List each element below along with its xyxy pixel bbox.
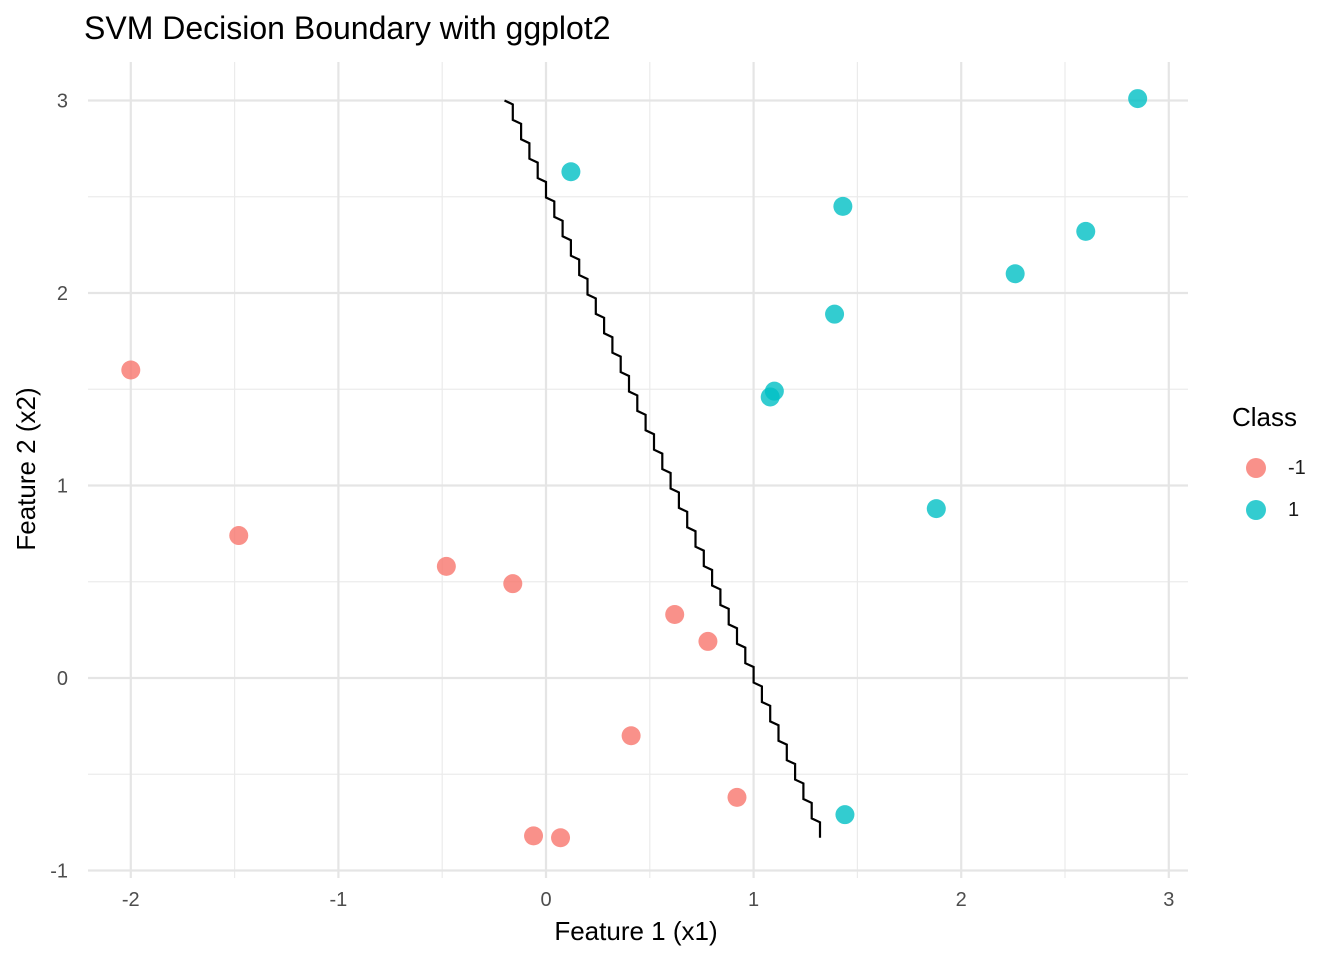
data-points: [121, 89, 1148, 848]
major-gridlines: [88, 62, 1188, 878]
data-point-class-neg: [698, 631, 718, 651]
data-point-class-neg: [727, 787, 747, 807]
x-tick-label: 1: [748, 889, 759, 911]
legend-title: Class: [1232, 402, 1298, 432]
legend-item-pos: 1: [1232, 489, 1306, 531]
y-tick-label: 3: [57, 91, 68, 113]
data-point-class-pos: [1076, 221, 1096, 241]
data-point-class-pos: [561, 162, 581, 182]
decision-boundary: [504, 99, 822, 838]
decision-boundary-layer: [504, 99, 822, 838]
data-point-class-pos: [760, 387, 780, 407]
x-tick-label: 2: [956, 889, 967, 911]
y-tick-label: 0: [57, 668, 68, 690]
data-point-class-neg: [551, 828, 571, 848]
data-point-class-neg: [436, 556, 456, 576]
data-point-class-neg: [229, 526, 249, 546]
x-axis-ticks: -2 -1 0 1 2 3: [122, 889, 1174, 911]
data-point-class-pos: [835, 805, 855, 825]
data-point-class-pos: [1128, 89, 1148, 109]
legend-label-pos: 1: [1288, 498, 1300, 521]
data-point-class-neg: [121, 360, 141, 380]
y-tick-label: 1: [57, 476, 68, 498]
x-tick-label: -1: [330, 889, 348, 911]
data-point-class-neg: [665, 604, 685, 624]
x-axis-title: Feature 1 (x1): [554, 916, 717, 946]
x-tick-label: 0: [540, 889, 551, 911]
data-point-class-pos: [825, 304, 845, 324]
data-point-class-pos: [926, 499, 946, 519]
data-point-class-neg: [524, 826, 544, 846]
y-axis-title: Feature 2 (x2): [11, 387, 41, 550]
y-axis-ticks: -1 0 1 2 3: [50, 91, 68, 883]
data-point-class-pos: [833, 196, 853, 216]
x-tick-label: 3: [1163, 889, 1174, 911]
legend-swatch-pos: [1246, 500, 1266, 520]
legend-swatch-neg: [1246, 458, 1266, 478]
y-tick-label: -1: [50, 861, 68, 883]
data-point-class-pos: [1005, 264, 1025, 284]
legend: Class -1 1: [1232, 402, 1306, 531]
legend-label-neg: -1: [1288, 456, 1306, 479]
minor-gridlines: [88, 62, 1188, 878]
x-tick-label: -2: [122, 889, 140, 911]
chart-title: SVM Decision Boundary with ggplot2: [84, 10, 611, 46]
data-point-class-neg: [503, 574, 523, 594]
y-tick-label: 2: [57, 283, 68, 305]
legend-item-neg: -1: [1232, 447, 1306, 489]
data-point-class-neg: [621, 726, 641, 746]
